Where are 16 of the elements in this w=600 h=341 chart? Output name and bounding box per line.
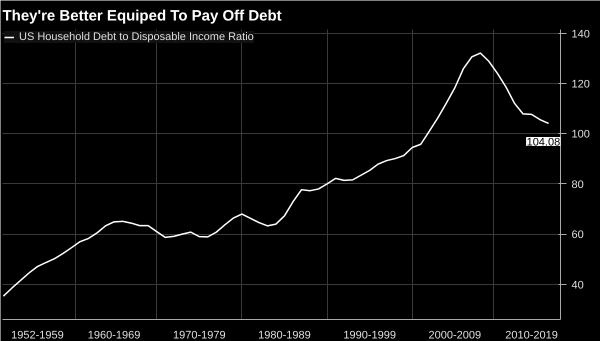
y-tick-label: 40 bbox=[572, 279, 584, 292]
y-tick-label: 100 bbox=[572, 128, 590, 141]
chart-title: They're Better Equiped To Pay Off Debt bbox=[2, 8, 282, 24]
x-tick-label: 1970-1979 bbox=[172, 330, 226, 341]
data-label: 104.08 bbox=[526, 136, 560, 148]
y-tick-label: 120 bbox=[572, 78, 590, 90]
x-tick-label: 1960-1969 bbox=[88, 330, 140, 341]
y-tick-label: 60 bbox=[572, 229, 584, 242]
y-tick-label: 80 bbox=[572, 178, 584, 191]
x-tick-label: 1952-1959 bbox=[11, 330, 64, 341]
legend-label: US Household Debt to Disposable Income Ratio bbox=[19, 31, 254, 43]
y-tick-label: 140 bbox=[572, 28, 590, 40]
x-tick-label: 1990-1999 bbox=[343, 330, 396, 341]
x-tick-label: 1980-1989 bbox=[258, 330, 311, 341]
x-tick-label: 2010-2019 bbox=[505, 330, 558, 341]
x-tick-label: 2000-2009 bbox=[428, 330, 482, 341]
